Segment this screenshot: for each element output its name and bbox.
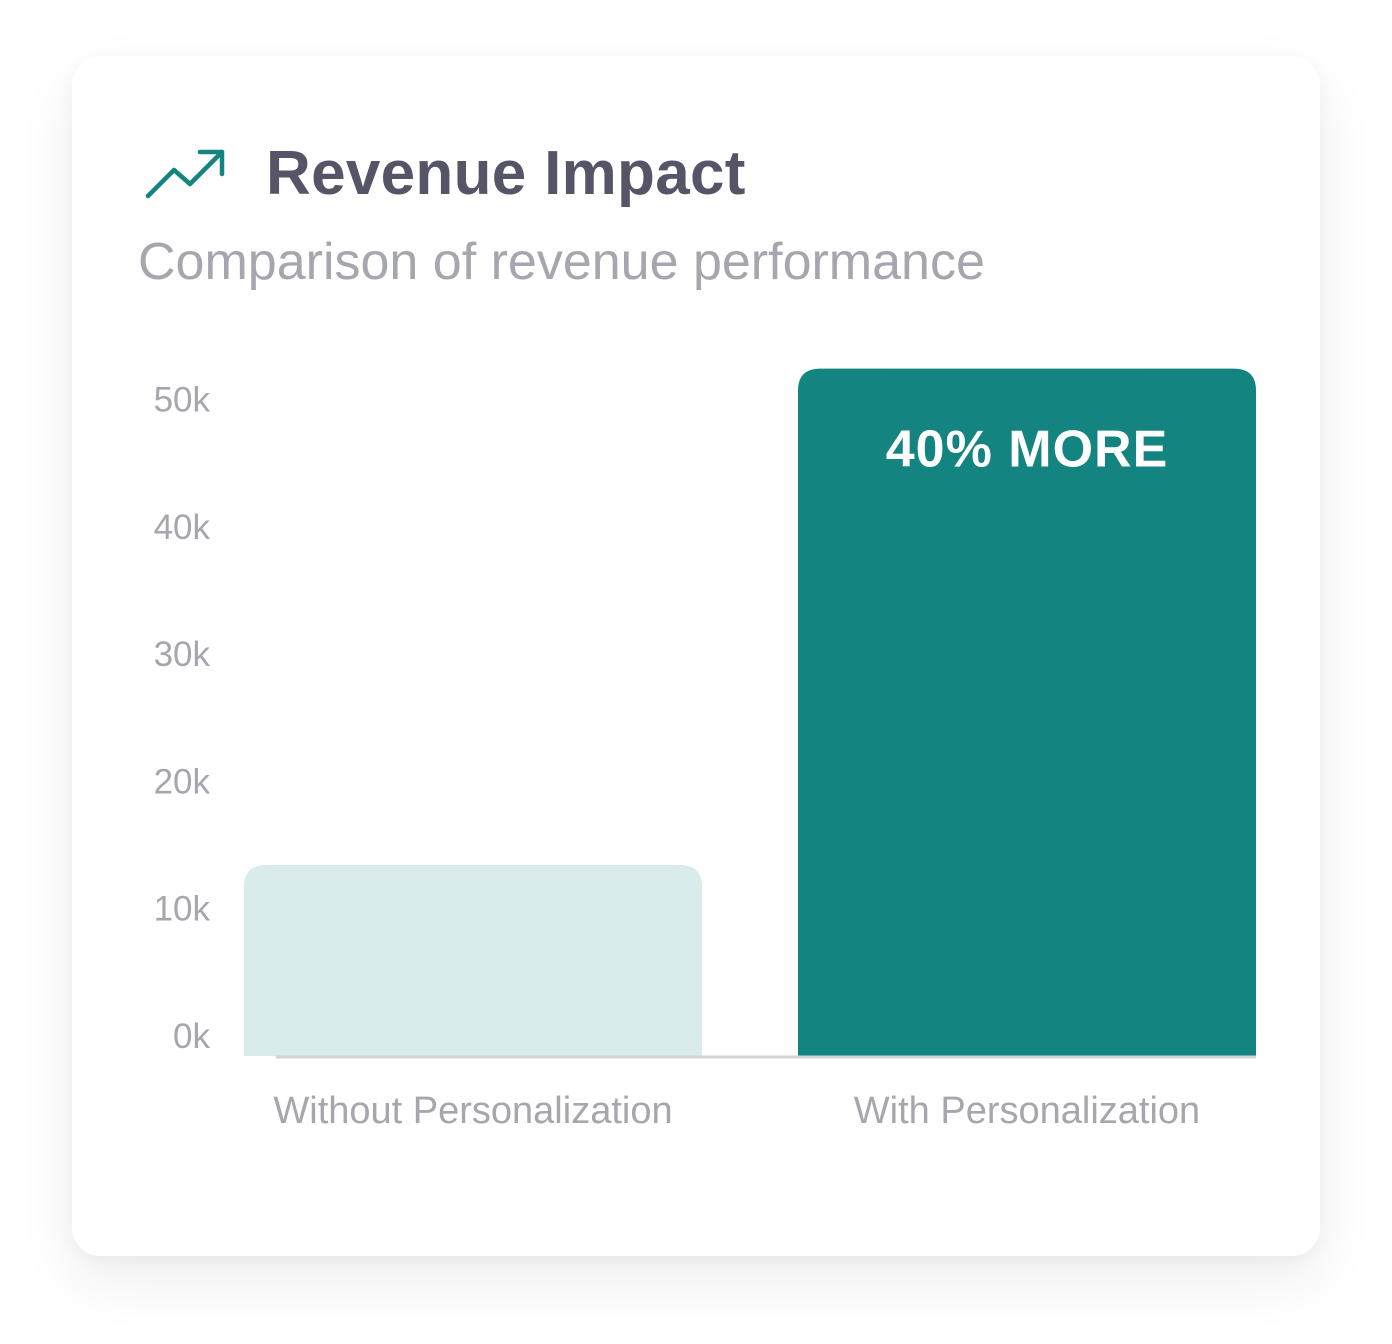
y-tick-label: 0k: [173, 1017, 210, 1056]
y-tick-label: 20k: [154, 762, 211, 801]
x-category-label: With Personalization: [854, 1090, 1200, 1132]
trending-up-icon: [144, 144, 226, 204]
card-header: Revenue Impact: [144, 138, 746, 209]
card-title: Revenue Impact: [266, 139, 746, 208]
card-subtitle: Comparison of revenue performance: [138, 233, 985, 291]
revenue-impact-card: Revenue Impact Comparison of revenue per…: [72, 56, 1320, 1256]
x-category-label: Without Personalization: [273, 1090, 672, 1132]
y-tick-label: 10k: [154, 890, 211, 929]
bar-with-personalization: [798, 368, 1256, 1057]
y-tick-label: 30k: [154, 635, 211, 674]
revenue-bar-chart: 0k 10k 20k 30k 40k 50k Without Personalization…: [154, 368, 1256, 1132]
y-tick-label: 40k: [154, 508, 211, 547]
bar-without-personalization: [244, 865, 702, 1056]
bar-data-label: 40% MORE: [886, 421, 1169, 479]
y-tick-label: 50k: [154, 381, 211, 420]
